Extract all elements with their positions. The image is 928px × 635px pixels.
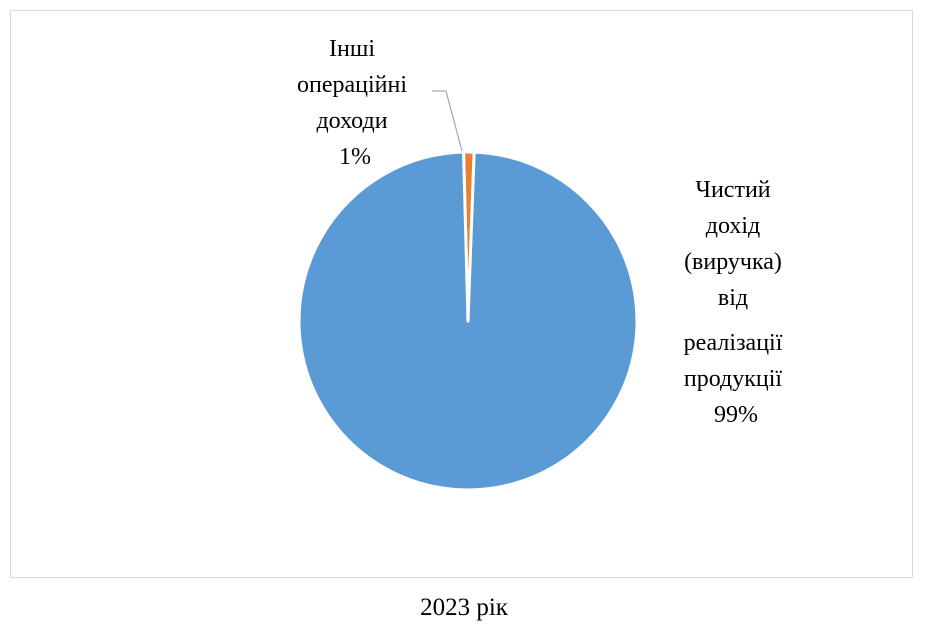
label-line: від	[718, 285, 748, 311]
label-line: доходи	[316, 108, 387, 134]
slice-label-other: Інші операційні доходи 1%	[297, 36, 413, 170]
label-line: дохід	[706, 213, 761, 239]
label-line: операційні	[297, 72, 407, 98]
slice-label-revenue: Чистий дохід (виручка) від реалізації пр…	[684, 177, 789, 428]
percent-label: 1%	[339, 144, 371, 170]
pie-slice-revenue	[297, 150, 639, 492]
label-line: Інші	[329, 36, 375, 62]
percent-label: 99%	[714, 402, 758, 428]
chart-caption: 2023 рік	[420, 594, 508, 621]
label-line: Чистий	[695, 177, 770, 203]
label-line: продукції	[684, 366, 783, 392]
leader-line	[445, 90, 463, 152]
label-line: реалізації	[684, 330, 783, 356]
label-line: (виручка)	[684, 249, 782, 275]
